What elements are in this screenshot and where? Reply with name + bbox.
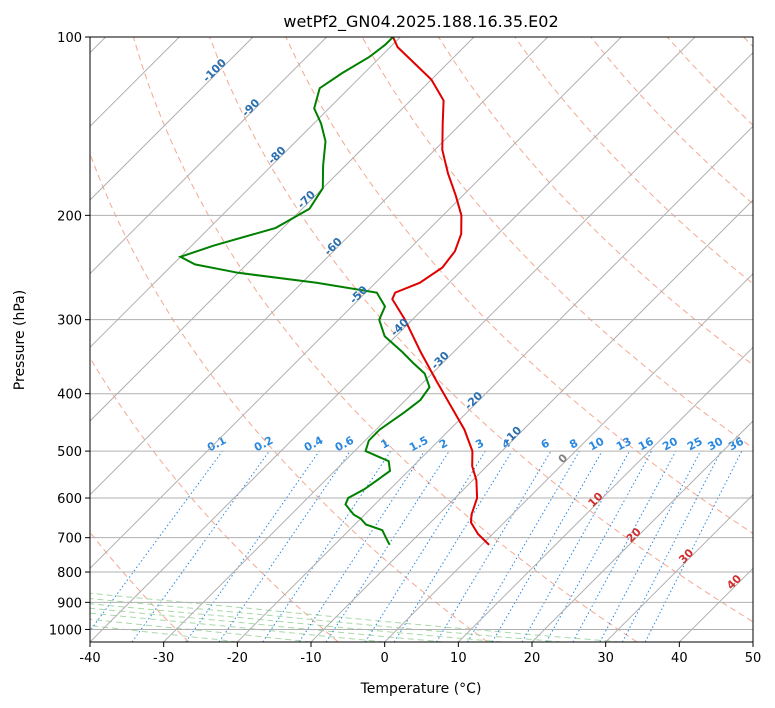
temperature-profile bbox=[391, 37, 490, 546]
mixing-ratio-label: 25 bbox=[685, 435, 705, 454]
isotherm bbox=[163, 51, 753, 642]
x-tick-label: 20 bbox=[524, 651, 541, 666]
y-axis-label: Pressure (hPa) bbox=[12, 290, 28, 390]
mixing-ratio-line bbox=[325, 450, 450, 642]
isotherm bbox=[457, 346, 753, 642]
y-tick-label: 200 bbox=[57, 209, 82, 224]
mixing-ratio-label: 30 bbox=[706, 435, 726, 454]
dry-adiabats bbox=[90, 37, 753, 642]
y-tick-label: 900 bbox=[57, 596, 82, 611]
isotherm bbox=[90, 37, 475, 422]
mixing-ratio-label: 36 bbox=[726, 435, 746, 454]
isobars bbox=[90, 37, 753, 630]
dry-adiabat bbox=[514, 37, 753, 285]
profiles bbox=[177, 37, 490, 546]
isotherm bbox=[90, 37, 696, 642]
mixing-ratio-line bbox=[467, 450, 580, 642]
isotherm bbox=[236, 125, 753, 642]
mixing-ratio-line bbox=[521, 450, 630, 642]
x-tick-label: 50 bbox=[745, 651, 762, 666]
y-tick-label: 800 bbox=[57, 566, 82, 581]
y-tick-label: 400 bbox=[57, 388, 82, 403]
x-tick-label: 30 bbox=[597, 651, 614, 666]
chart-title: wetPf2_GN04.2025.188.16.35.E02 bbox=[283, 12, 558, 32]
x-tick-label: -40 bbox=[79, 651, 100, 666]
mixing-ratio-line bbox=[435, 450, 552, 642]
y-tick-label: 1000 bbox=[49, 623, 82, 638]
isotherm bbox=[90, 37, 254, 201]
y-tick-label: 700 bbox=[57, 532, 82, 547]
isotherm bbox=[90, 37, 622, 570]
y-axis: 100 200 300 400 500 600 700 800 900 1000 bbox=[49, 31, 90, 638]
y-tick-label: 600 bbox=[57, 492, 82, 507]
x-tick-label: -10 bbox=[300, 651, 321, 666]
x-tick-label: 40 bbox=[671, 651, 688, 666]
plot-area bbox=[90, 37, 753, 642]
x-tick-label: 0 bbox=[381, 651, 389, 666]
x-tick-label: -20 bbox=[227, 651, 248, 666]
mixing-ratio-line bbox=[393, 450, 513, 642]
isotherm bbox=[90, 37, 328, 275]
mixing-ratio-label: 13 bbox=[614, 435, 634, 454]
x-axis: -40 -30 -20 -10 0 10 20 30 40 50 bbox=[79, 642, 761, 666]
mixing-ratio-line bbox=[491, 450, 603, 642]
y-tick-label: 500 bbox=[57, 445, 82, 460]
isotherm bbox=[310, 199, 753, 642]
isotherm bbox=[752, 641, 753, 642]
isotherm bbox=[605, 493, 753, 642]
x-axis-label: Temperature (°C) bbox=[360, 681, 482, 697]
dewpoint-profile bbox=[177, 37, 431, 546]
dry-adiabat bbox=[209, 37, 753, 623]
isotherms bbox=[90, 37, 753, 642]
dry-adiabat bbox=[90, 356, 339, 642]
y-tick-label: 100 bbox=[57, 31, 82, 46]
isotherm bbox=[90, 37, 401, 349]
mixing-ratio-line bbox=[185, 450, 320, 642]
plot-frame bbox=[89, 36, 754, 643]
mixing-ratio-label: 10 bbox=[587, 435, 607, 454]
mixing-ratio-line bbox=[572, 450, 677, 642]
x-tick-label: 10 bbox=[450, 651, 467, 666]
mixing-ratio-line bbox=[218, 450, 351, 642]
mixing-ratio-label: 20 bbox=[660, 435, 680, 454]
isotherm bbox=[90, 37, 549, 496]
x-tick-label: -30 bbox=[153, 651, 174, 666]
dry-adiabat bbox=[132, 37, 638, 642]
mixing-ratio-line bbox=[364, 450, 486, 642]
dry-adiabat bbox=[285, 37, 753, 535]
isotherm bbox=[531, 420, 753, 642]
y-tick-label: 300 bbox=[57, 314, 82, 329]
